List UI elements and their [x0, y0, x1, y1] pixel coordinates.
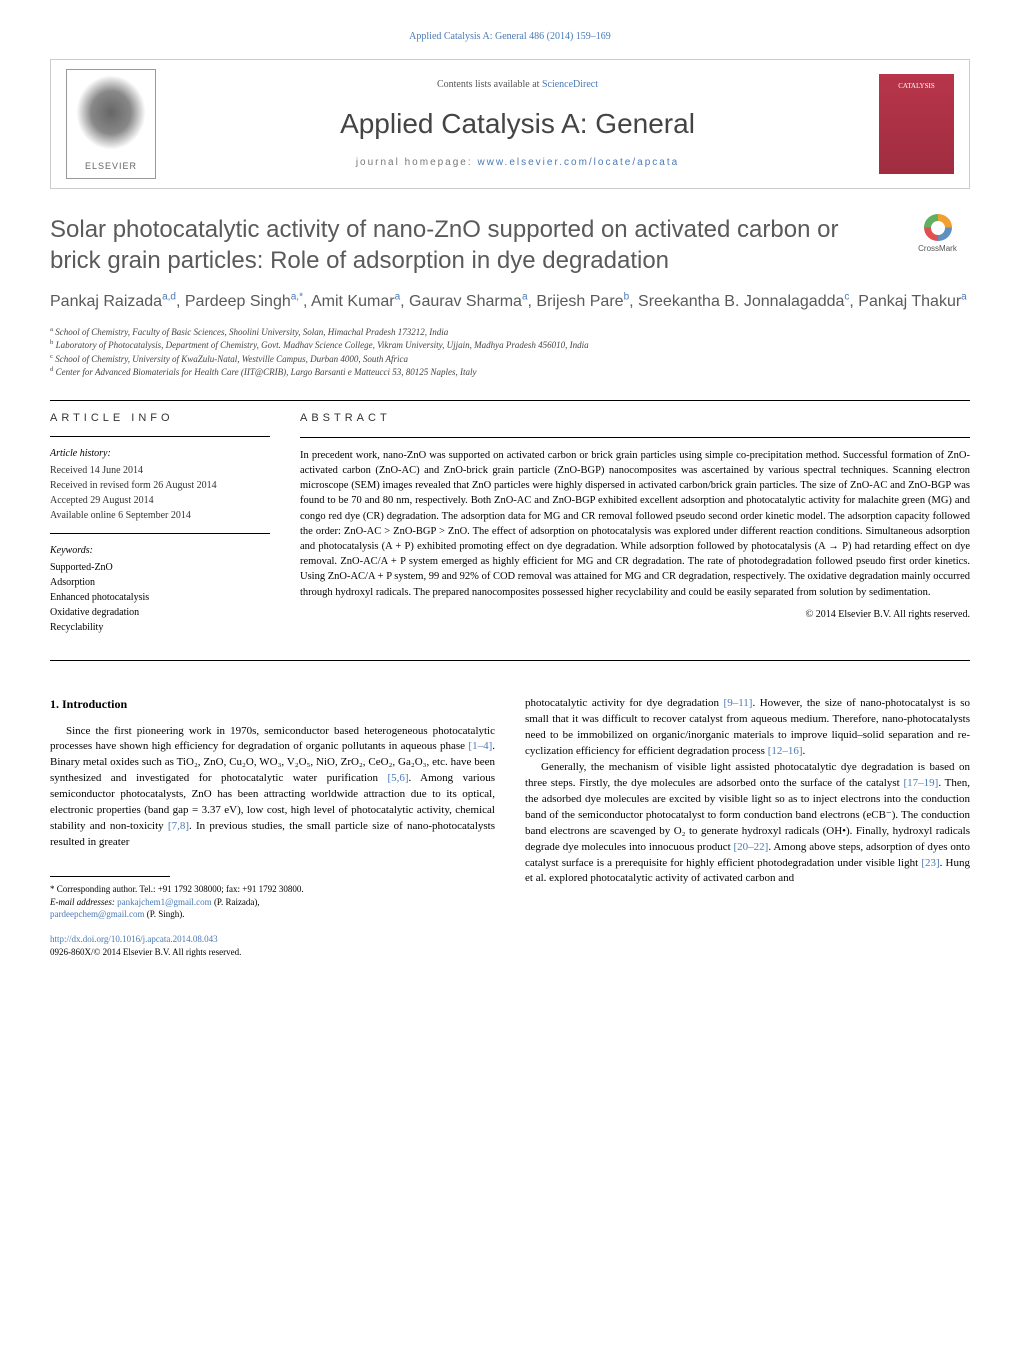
authors-line: Pankaj Raizadaa,d, Pardeep Singha,*, Ami…: [50, 291, 970, 313]
keywords-list: Supported-ZnOAdsorptionEnhanced photocat…: [50, 560, 270, 635]
doi-link[interactable]: http://dx.doi.org/10.1016/j.apcata.2014.…: [50, 934, 218, 944]
author-affil-sup: a: [395, 292, 401, 303]
elsevier-tree-icon: [76, 75, 146, 150]
intro-heading: 1. Introduction: [50, 696, 495, 713]
citation-ref[interactable]: [9–11]: [724, 697, 753, 709]
affiliation-line: a School of Chemistry, Faculty of Basic …: [50, 326, 970, 340]
keyword-entry: Recyclability: [50, 620, 270, 635]
email-line: E-mail addresses: pankajchem1@gmail.com …: [50, 896, 495, 909]
divider-top: [50, 400, 970, 401]
abstract-divider: [300, 437, 970, 438]
affiliation-line: b Laboratory of Photocatalysis, Departme…: [50, 339, 970, 353]
citation-ref[interactable]: [12–16]: [768, 745, 803, 757]
citation-ref[interactable]: [7,8]: [168, 820, 189, 832]
body-right-column: photocatalytic activity for dye degradat…: [525, 696, 970, 959]
abstract-copyright: © 2014 Elsevier B.V. All rights reserved…: [300, 608, 970, 623]
journal-name: Applied Catalysis A: General: [156, 104, 879, 143]
body-left-column: 1. Introduction Since the first pioneeri…: [50, 696, 495, 959]
author-affil-sup: a,d: [162, 292, 176, 303]
divider-bottom: [50, 660, 970, 661]
author-name: Sreekantha B. Jonnalagadda: [638, 293, 844, 310]
author-name: Brijesh Pare: [536, 293, 623, 310]
article-title: Solar photocatalytic activity of nano-Zn…: [50, 214, 890, 276]
info-abstract-row: article info Article history: Received 1…: [50, 411, 970, 635]
author-affil-sup: b: [624, 292, 630, 303]
email-link-1[interactable]: pankajchem1@gmail.com: [117, 897, 212, 907]
footnote-section: * Corresponding author. Tel.: +91 1792 3…: [50, 876, 495, 921]
citation-ref[interactable]: [23]: [921, 857, 939, 869]
title-row: Solar photocatalytic activity of nano-Zn…: [50, 214, 970, 276]
homepage-prefix: journal homepage:: [356, 157, 478, 168]
email-label: E-mail addresses:: [50, 897, 117, 907]
history-entry: Received in revised form 26 August 2014: [50, 478, 270, 493]
corresponding-author-note: * Corresponding author. Tel.: +91 1792 3…: [50, 883, 495, 896]
author-affil-sup: a: [522, 292, 528, 303]
keywords-label: Keywords:: [50, 544, 270, 558]
intro-paragraph-left: Since the first pioneering work in 1970s…: [50, 724, 495, 852]
article-info-heading: article info: [50, 411, 270, 426]
author-affil-sup: a: [961, 292, 967, 303]
sciencedirect-link[interactable]: ScienceDirect: [542, 79, 598, 90]
intro-paragraph-right-2: Generally, the mechanism of visible ligh…: [525, 760, 970, 888]
elsevier-logo: ELSEVIER: [66, 69, 156, 179]
citation-ref[interactable]: [20–22]: [734, 841, 769, 853]
journal-cover-thumbnail: CATALYSIS: [879, 74, 954, 174]
author-name: Amit Kumar: [311, 293, 395, 310]
body-columns: 1. Introduction Since the first pioneeri…: [50, 696, 970, 959]
abstract-column: abstract In precedent work, nano-ZnO was…: [300, 411, 970, 635]
citation-ref[interactable]: [1–4]: [468, 740, 492, 752]
email-name-1: (P. Raizada),: [212, 897, 260, 907]
abstract-heading: abstract: [300, 411, 970, 427]
journal-header: ELSEVIER Contents lists available at Sci…: [50, 59, 970, 189]
article-info-column: article info Article history: Received 1…: [50, 411, 270, 635]
info-divider-1: [50, 436, 270, 437]
homepage-link[interactable]: www.elsevier.com/locate/apcata: [477, 157, 679, 168]
info-divider-2: [50, 533, 270, 534]
author-name: Pardeep Singh: [185, 293, 291, 310]
citation-ref[interactable]: [5,6]: [387, 772, 408, 784]
author-affil-sup: a,*: [291, 292, 303, 303]
author-name: Pankaj Raizada: [50, 293, 162, 310]
author-name: Gaurav Sharma: [409, 293, 522, 310]
history-entry: Accepted 29 August 2014: [50, 493, 270, 508]
affiliation-line: c School of Chemistry, University of Kwa…: [50, 353, 970, 367]
keyword-entry: Adsorption: [50, 575, 270, 590]
email-name-2: (P. Singh).: [145, 909, 185, 919]
keyword-entry: Supported-ZnO: [50, 560, 270, 575]
footnote-rule: [50, 876, 170, 877]
abstract-text: In precedent work, nano-ZnO was supporte…: [300, 448, 970, 600]
crossmark-icon: [924, 214, 952, 241]
homepage-line: journal homepage: www.elsevier.com/locat…: [156, 156, 879, 170]
crossmark-label: CrossMark: [918, 243, 957, 254]
history-label: Article history:: [50, 447, 270, 461]
email-line-2: pardeepchem@gmail.com (P. Singh).: [50, 908, 495, 921]
keyword-entry: Enhanced photocatalysis: [50, 590, 270, 605]
crossmark-badge[interactable]: CrossMark: [905, 214, 970, 254]
cover-label: CATALYSIS: [898, 82, 934, 92]
journal-reference: Applied Catalysis A: General 486 (2014) …: [50, 30, 970, 44]
elsevier-label: ELSEVIER: [85, 160, 137, 173]
author-name: Pankaj Thakur: [858, 293, 961, 310]
header-center: Contents lists available at ScienceDirec…: [156, 78, 879, 169]
citation-ref[interactable]: [17–19]: [903, 777, 938, 789]
history-entry: Available online 6 September 2014: [50, 508, 270, 523]
affiliation-line: d Center for Advanced Biomaterials for H…: [50, 366, 970, 380]
author-affil-sup: c: [844, 292, 849, 303]
intro-paragraph-right-1: photocatalytic activity for dye degradat…: [525, 696, 970, 760]
affiliations-block: a School of Chemistry, Faculty of Basic …: [50, 326, 970, 380]
keyword-entry: Oxidative degradation: [50, 605, 270, 620]
contents-line: Contents lists available at ScienceDirec…: [156, 78, 879, 92]
email-link-2[interactable]: pardeepchem@gmail.com: [50, 909, 145, 919]
history-lines: Received 14 June 2014Received in revised…: [50, 463, 270, 523]
doi-block: http://dx.doi.org/10.1016/j.apcata.2014.…: [50, 933, 495, 959]
contents-prefix: Contents lists available at: [437, 79, 542, 90]
issn-copyright-line: 0926-860X/© 2014 Elsevier B.V. All right…: [50, 946, 495, 959]
history-entry: Received 14 June 2014: [50, 463, 270, 478]
